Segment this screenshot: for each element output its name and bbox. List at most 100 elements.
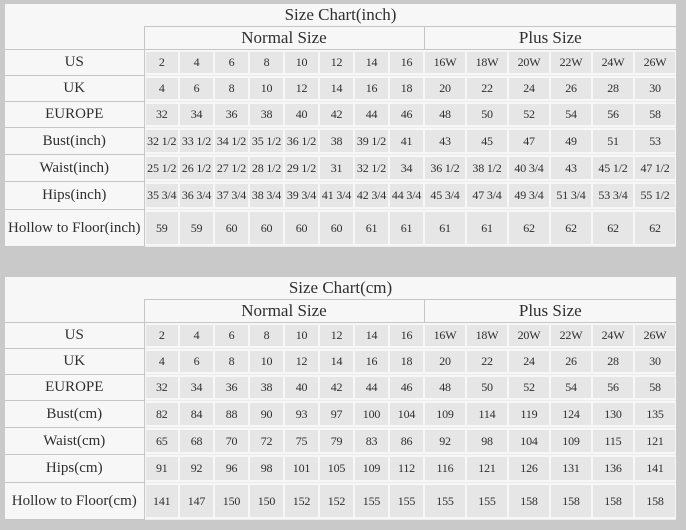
size-value: 62: [635, 212, 676, 244]
size-value-cell: 28: [592, 348, 634, 375]
size-value: 49: [551, 130, 591, 152]
size-value-cell: 119: [508, 400, 550, 428]
size-value-cell: 72: [249, 427, 284, 455]
size-value: 6: [180, 78, 213, 99]
size-value-cell: 68: [179, 427, 214, 455]
size-value-cell: 109: [424, 400, 466, 428]
size-value-cell: 43: [424, 127, 466, 155]
size-value: 16: [390, 325, 423, 346]
size-value: 104: [390, 403, 423, 425]
size-value: 40 3/4: [509, 157, 549, 179]
size-value-cell: 20: [424, 348, 466, 375]
size-value-cell: 62: [550, 209, 592, 247]
size-value: 79: [320, 430, 353, 452]
size-value-cell: 4: [179, 322, 214, 349]
size-value-cell: 20W: [508, 49, 550, 76]
table-title: Size Chart(inch): [5, 4, 677, 27]
size-value-cell: 34: [179, 101, 214, 128]
size-value-cell: 38 1/2: [466, 154, 508, 182]
size-value: 14: [320, 351, 353, 372]
size-value-cell: 49: [550, 127, 592, 155]
size-value-cell: 152: [284, 482, 319, 520]
size-value-cell: 42: [319, 374, 354, 401]
size-value-cell: 90: [249, 400, 284, 428]
plus-size-header: Plus Size: [424, 26, 677, 50]
size-value: 101: [285, 457, 318, 480]
size-value: 46: [390, 377, 423, 398]
size-value-cell: 32: [144, 101, 179, 128]
size-value: 158: [593, 485, 633, 517]
size-value: 86: [390, 430, 423, 452]
size-value-cell: 98: [249, 454, 284, 483]
size-value: 130: [593, 403, 633, 425]
size-value-cell: 158: [550, 482, 592, 520]
size-value: 109: [425, 403, 465, 425]
row-label: EUROPE: [5, 101, 145, 128]
size-value: 12: [285, 78, 318, 99]
size-value: 20W: [509, 52, 549, 73]
table-row: UK 4 6 8 10 12 14 16 18 20 22 24 26 28 30: [5, 75, 677, 102]
size-value-cell: 45 3/4: [424, 181, 466, 210]
size-value: 114: [467, 403, 507, 425]
size-value-cell: 4: [144, 75, 179, 102]
size-value-cell: 2: [144, 49, 179, 76]
size-value-cell: 158: [592, 482, 634, 520]
size-value: 96: [215, 457, 248, 480]
size-value: 158: [551, 485, 591, 517]
size-value: 16W: [425, 52, 465, 73]
size-value: 28: [593, 78, 633, 99]
size-value-cell: 32 1/2: [144, 127, 179, 155]
size-value-cell: 116: [424, 454, 466, 483]
size-value-cell: 121: [634, 427, 677, 455]
size-value: 14: [320, 78, 353, 99]
size-value: 47 1/2: [635, 157, 676, 179]
size-value: 112: [390, 457, 423, 480]
size-value: 20: [425, 78, 465, 99]
size-value-cell: 42 3/4: [354, 181, 389, 210]
size-value: 26W: [635, 325, 676, 346]
size-value-cell: 34: [179, 374, 214, 401]
size-value-cell: 16W: [424, 322, 466, 349]
size-value-cell: 22: [466, 75, 508, 102]
size-value-cell: 30: [634, 75, 677, 102]
size-value-cell: 79: [319, 427, 354, 455]
size-value: 39 1/2: [355, 130, 388, 152]
size-value: 84: [180, 403, 213, 425]
size-value-cell: 96: [214, 454, 249, 483]
table-title: Size Chart(cm): [5, 277, 677, 300]
size-value-cell: 4: [144, 348, 179, 375]
size-value-cell: 109: [354, 454, 389, 483]
size-value-cell: 46: [389, 374, 424, 401]
size-value-cell: 114: [466, 400, 508, 428]
size-value-cell: 55 1/2: [634, 181, 677, 210]
size-value: 35 3/4: [145, 184, 178, 207]
size-value-cell: 60: [249, 209, 284, 247]
size-value-cell: 31: [319, 154, 354, 182]
size-value-cell: 10: [284, 49, 319, 76]
size-value: 55 1/2: [635, 184, 676, 207]
size-value-cell: 58: [634, 374, 677, 401]
size-value: 4: [145, 78, 178, 99]
size-value-cell: 14: [319, 75, 354, 102]
size-value-cell: 121: [466, 454, 508, 483]
size-value-cell: 20: [424, 75, 466, 102]
size-value-cell: 83: [354, 427, 389, 455]
size-value: 88: [215, 403, 248, 425]
size-value-cell: 45 1/2: [592, 154, 634, 182]
size-value-cell: 40: [284, 374, 319, 401]
size-value-cell: 50: [466, 374, 508, 401]
size-value-cell: 41: [389, 127, 424, 155]
size-value: 42: [320, 104, 353, 125]
size-value-cell: 26W: [634, 322, 677, 349]
size-value-cell: 20W: [508, 322, 550, 349]
size-value-cell: 16: [354, 75, 389, 102]
size-value: 28: [593, 351, 633, 372]
size-value-cell: 47 1/2: [634, 154, 677, 182]
size-group-header-row: Normal Size Plus Size: [5, 26, 677, 50]
size-value-cell: 22W: [550, 49, 592, 76]
size-value-cell: 37 3/4: [214, 181, 249, 210]
size-value: 18: [390, 78, 423, 99]
size-value-cell: 40 3/4: [508, 154, 550, 182]
size-value: 26: [551, 351, 591, 372]
size-value: 4: [145, 351, 178, 372]
